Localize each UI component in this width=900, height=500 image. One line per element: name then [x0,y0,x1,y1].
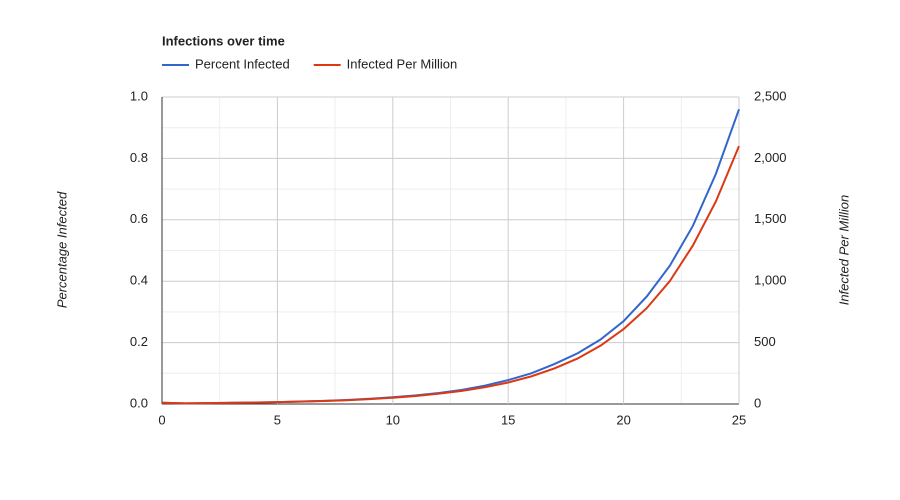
y-tick-label: 0.8 [130,150,148,165]
y-tick-label: 0.6 [130,211,148,226]
y2-tick-label: 500 [754,334,776,349]
chart-title: Infections over time [162,33,285,48]
y-tick-label: 0.2 [130,334,148,349]
y-tick-label: 1.0 [130,88,148,103]
y2-tick-label: 0 [754,395,761,410]
legend-label: Percent Infected [195,56,290,71]
x-tick-label: 25 [732,412,746,427]
x-tick-label: 10 [386,412,400,427]
y-axis-label: Percentage Infected [54,191,69,308]
y2-tick-label: 2,000 [754,150,787,165]
y-tick-label: 0.0 [130,395,148,410]
x-tick-label: 15 [501,412,515,427]
y2-tick-label: 1,000 [754,273,787,288]
x-tick-label: 0 [158,412,165,427]
x-tick-label: 5 [274,412,281,427]
y2-tick-label: 2,500 [754,88,787,103]
legend-label: Infected Per Million [347,56,458,71]
y-tick-label: 0.4 [130,273,148,288]
y2-tick-label: 1,500 [754,211,787,226]
series-line [161,145,740,405]
y2-axis-label: Infected Per Million [836,195,851,306]
x-tick-label: 20 [616,412,630,427]
